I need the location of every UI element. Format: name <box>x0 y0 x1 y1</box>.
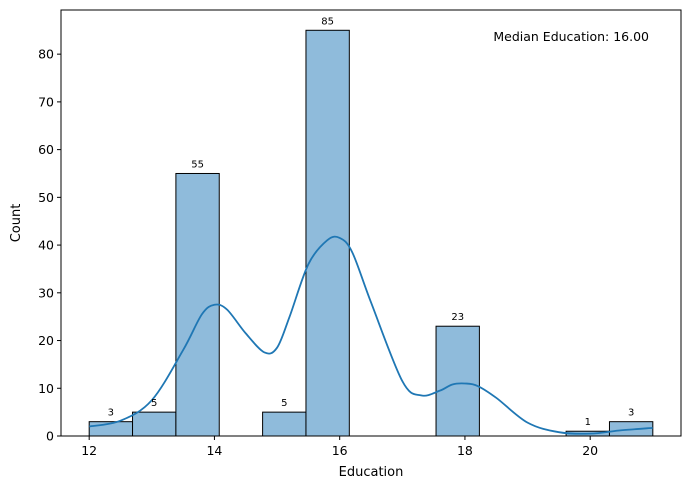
bar-value-label: 5 <box>151 398 157 409</box>
axes-group <box>60 9 682 437</box>
kde-curve <box>89 235 653 435</box>
bars-group <box>88 29 654 437</box>
plot-frame <box>60 9 682 437</box>
histogram-bar <box>262 411 307 437</box>
median-annotation: Median Education: 16.00 <box>493 29 649 44</box>
x-tick-label: 12 <box>81 443 97 458</box>
bar-value-label: 3 <box>108 408 114 419</box>
histogram-bar <box>435 325 480 437</box>
bar-value-label: 55 <box>191 159 204 170</box>
y-tick-label: 10 <box>38 381 54 396</box>
bar-value-label: 85 <box>321 16 334 27</box>
y-tick-label: 40 <box>38 238 54 253</box>
y-axis-label: Count <box>9 204 24 243</box>
y-tick-label: 0 <box>46 429 54 444</box>
bar-value-label: 1 <box>585 417 591 428</box>
x-ticks-group: 12 14 16 18 20 <box>81 436 598 458</box>
bar-value-label: 3 <box>628 408 634 419</box>
y-tick-label: 80 <box>38 47 54 62</box>
x-tick-label: 16 <box>332 443 348 458</box>
y-tick-label: 20 <box>38 333 54 348</box>
y-tick-label: 50 <box>38 190 54 205</box>
x-tick-label: 14 <box>206 443 222 458</box>
y-ticks-group: 0 10 20 30 40 50 60 70 80 <box>38 47 61 444</box>
x-axis-label: Education <box>339 465 404 480</box>
bar-value-label: 23 <box>451 312 464 323</box>
x-tick-label: 18 <box>457 443 473 458</box>
histogram-bar <box>305 29 350 437</box>
bar-value-label: 5 <box>281 398 287 409</box>
histogram-bar <box>132 411 177 437</box>
y-tick-label: 30 <box>38 285 54 300</box>
y-tick-label: 70 <box>38 94 54 109</box>
y-tick-label: 60 <box>38 142 54 157</box>
x-tick-label: 20 <box>582 443 598 458</box>
